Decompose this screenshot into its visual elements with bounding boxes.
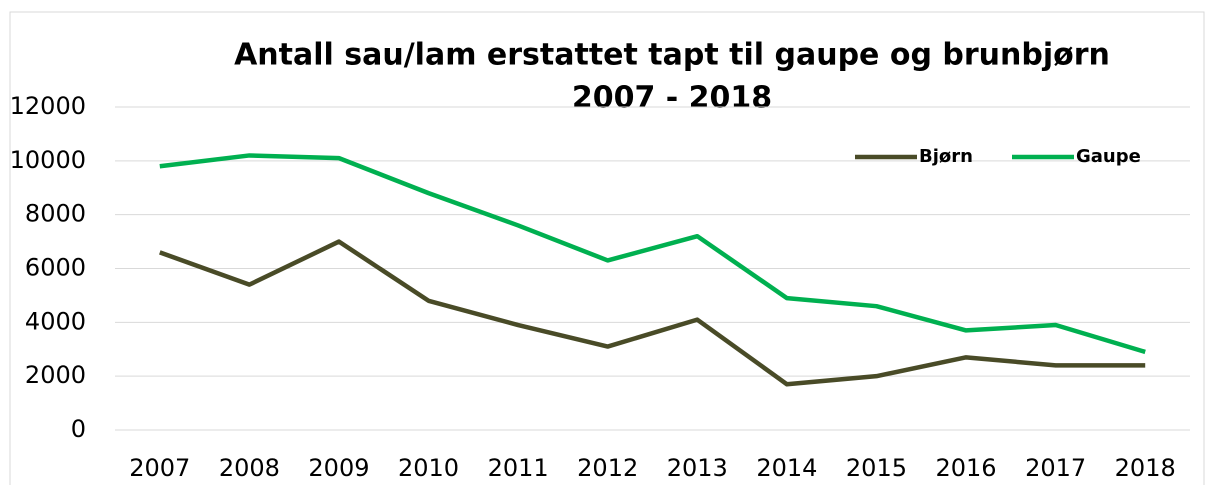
- chart-frame: [9, 11, 1205, 485]
- series-line: [159, 239, 1146, 387]
- x-tick-label: 2010: [398, 454, 459, 482]
- x-tick-label: 2016: [936, 454, 997, 482]
- x-tick-label: 2009: [308, 454, 369, 482]
- x-tick-label: 2014: [756, 454, 817, 482]
- x-tick-label: 2015: [846, 454, 907, 482]
- y-tick-label: 0: [71, 415, 86, 443]
- y-tick-label: 12000: [10, 92, 86, 120]
- series-line: [159, 153, 1146, 355]
- x-tick-label: 2007: [129, 454, 190, 482]
- x-tick-label: 2017: [1025, 454, 1086, 482]
- x-tick-label: 2012: [577, 454, 638, 482]
- legend-label: Gaupe: [1076, 146, 1141, 167]
- x-tick-label: 2018: [1115, 454, 1176, 482]
- legend-label: Bjørn: [919, 146, 973, 167]
- y-tick-label: 2000: [25, 361, 86, 389]
- y-tick-label: 6000: [25, 254, 86, 282]
- y-tick-label: 10000: [10, 146, 86, 174]
- x-tick-label: 2008: [219, 454, 280, 482]
- y-tick-label: 8000: [25, 200, 86, 228]
- x-tick-label: 2013: [667, 454, 728, 482]
- y-tick-label: 4000: [25, 307, 86, 335]
- chart-title: Antall sau/lam erstattet tapt til gaupe …: [234, 38, 1110, 73]
- x-tick-label: 2011: [488, 454, 549, 482]
- chart-title: 2007 - 2018: [572, 81, 772, 116]
